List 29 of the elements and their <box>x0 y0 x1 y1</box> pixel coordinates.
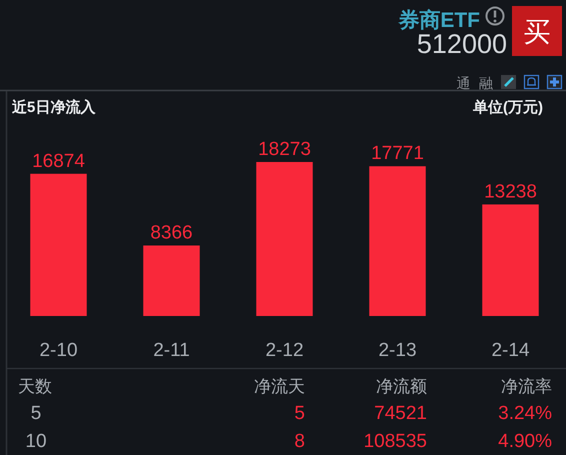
data-label: 16874 <box>32 150 85 172</box>
data-label: 8366 <box>150 222 193 244</box>
x-tick-label: 2-14 <box>491 340 530 361</box>
x-tick-label: 2-11 <box>153 340 190 361</box>
table-cell: 8 <box>294 431 305 452</box>
x-tick-label: 2-12 <box>265 340 304 361</box>
fund-code: 512000 <box>416 29 507 59</box>
x-tick-label: 2-13 <box>378 340 417 361</box>
table-header: 净流额 <box>376 377 427 396</box>
table-cell: 108535 <box>364 431 427 452</box>
header-tag: 融 <box>479 75 493 91</box>
table-cell: 10 <box>25 431 47 452</box>
table-cell: 5 <box>30 403 42 424</box>
data-label: 13238 <box>484 181 537 202</box>
fund-name: 券商ETF <box>398 9 480 32</box>
unit-label: 单位(万元) <box>473 99 543 116</box>
table-cell: 3.24% <box>498 403 552 424</box>
header-tag: 通 <box>456 75 470 91</box>
buy-label: 买 <box>524 17 550 47</box>
table-cell: 4.90% <box>498 431 552 452</box>
title: 近5日净流入 <box>12 99 96 116</box>
table-cell: 5 <box>294 403 305 424</box>
data-label: 18273 <box>258 139 311 160</box>
table-header: 天数 <box>18 377 52 396</box>
x-tick-label: 2-10 <box>39 340 78 361</box>
table-header: 净流天 <box>254 377 305 396</box>
table-cell: 74521 <box>374 403 427 424</box>
table-header: 净流率 <box>501 377 552 396</box>
data-label: 17771 <box>371 143 424 164</box>
